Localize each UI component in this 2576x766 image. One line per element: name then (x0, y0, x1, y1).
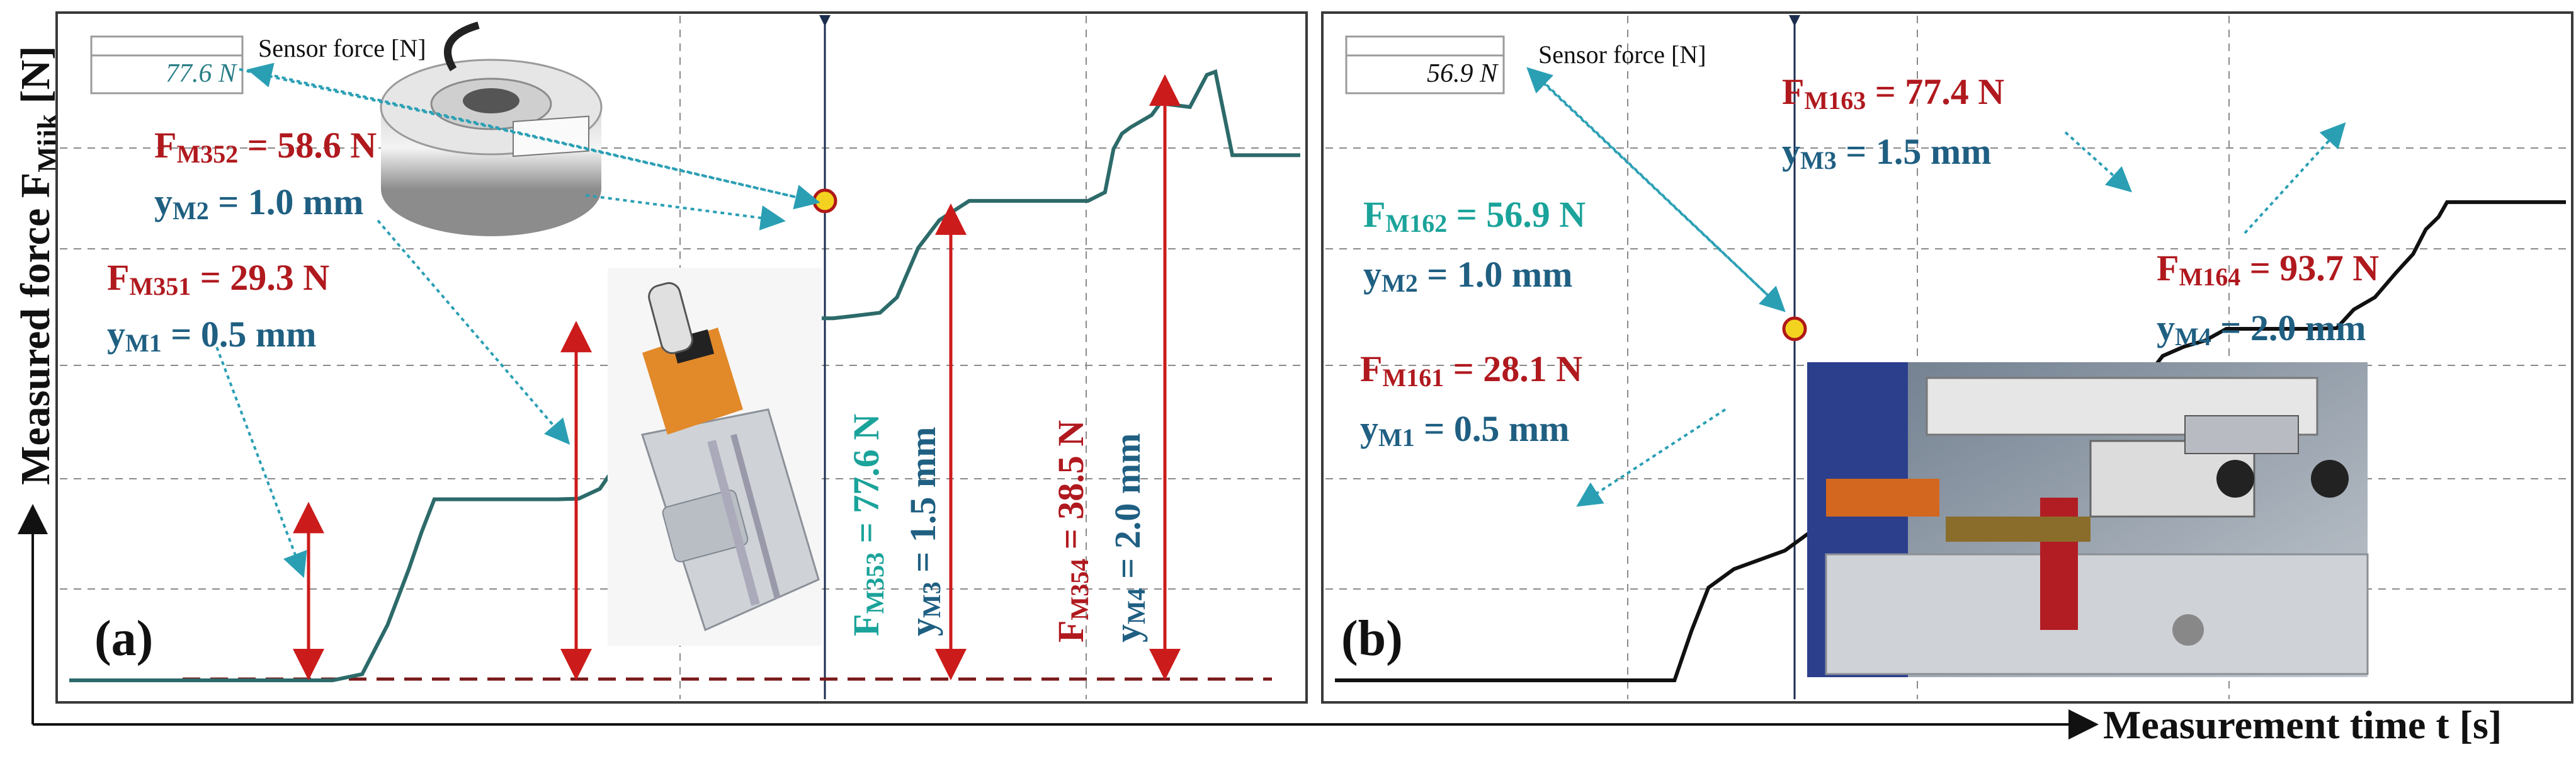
svg-text:yM1 = 0.5 mm: yM1 = 0.5 mm (107, 314, 316, 357)
svg-text:FM161 = 28.1 N: FM161 = 28.1 N (1360, 348, 1582, 392)
svg-text:FM164 = 93.7 N: FM164 = 93.7 N (2157, 248, 2379, 291)
readout-box-a: 77.6 N (90, 35, 244, 94)
pointer-arrow (213, 340, 307, 578)
svg-text:FM163 = 77.4 N: FM163 = 77.4 N (1782, 71, 2004, 115)
x-axis-label: Measurement time t [s] (2103, 702, 2502, 747)
annotation-FM164: FM164 = 93.7 N yM4 = 2.0 mm (2157, 248, 2379, 351)
readout-caption-a: Sensor force [N] (258, 34, 426, 62)
pointer-arrow (1526, 67, 1783, 310)
annotation-FM162: FM162 = 56.9 N yM2 = 1.0 mm (1363, 194, 1586, 297)
svg-text:FM351 = 29.3 N: FM351 = 29.3 N (107, 257, 329, 300)
svg-text:yM2 = 1.0 mm: yM2 = 1.0 mm (154, 181, 363, 225)
readout-value-b: 56.9 N (1427, 59, 1499, 88)
svg-text:FM162 = 56.9 N: FM162 = 56.9 N (1363, 194, 1586, 237)
pointer-arrow (1576, 408, 1727, 507)
y-axis-label: Measured force FMijk [N] (13, 46, 63, 485)
svg-text:FM354 = 38.5 N: FM354 = 38.5 N (1050, 420, 1094, 643)
pointer-arrow (585, 194, 786, 231)
annotation-FM163: FM163 = 77.4 N yM3 = 1.5 mm (1782, 71, 2004, 174)
svg-text:FM353 = 77.6 N: FM353 = 77.6 N (846, 414, 889, 636)
panel-label-b: (b) (1341, 611, 1403, 666)
annotation-FM354: FM354 = 38.5 N yM4 = 2.0 mm (1050, 420, 1150, 643)
annotation-FM351: FM351 = 29.3 N yM1 = 0.5 mm (107, 257, 329, 357)
load-cell-photo (380, 21, 603, 236)
svg-text:yM1 = 0.5 mm: yM1 = 0.5 mm (1360, 408, 1569, 452)
svg-text:yM3 = 1.5 mm: yM3 = 1.5 mm (1782, 131, 1991, 174)
test-rig-photo (1807, 362, 2369, 677)
svg-text:yM3 = 1.5 mm: yM3 = 1.5 mm (902, 427, 946, 636)
pointer-arrow (377, 219, 570, 445)
cursor-marker (1782, 316, 1807, 341)
svg-text:yM4 = 2.0 mm: yM4 = 2.0 mm (1107, 433, 1150, 643)
pointer-arrow (247, 62, 816, 203)
pointer-arrow (1529, 68, 1786, 312)
annotation-FM353: FM353 = 77.6 N yM3 = 1.5 mm (846, 414, 946, 636)
annotation-FM161: FM161 = 28.1 N yM1 = 0.5 mm (1360, 348, 1582, 452)
cursor-marker (812, 188, 837, 214)
pointer-arrow (2244, 122, 2346, 234)
readout-value-a: 77.6 N (166, 59, 237, 88)
svg-text:FM352 = 58.6 N: FM352 = 58.6 N (154, 125, 377, 168)
svg-text:yM4 = 2.0 mm: yM4 = 2.0 mm (2157, 307, 2366, 351)
micrometer-photo (608, 268, 822, 646)
panel-label-a: (a) (94, 611, 153, 666)
svg-text:yM2 = 1.0 mm: yM2 = 1.0 mm (1363, 254, 1572, 297)
readout-box-b: 56.9 N (1345, 35, 1505, 94)
annotation-FM352: FM352 = 58.6 N yM2 = 1.0 mm (154, 125, 377, 225)
pointer-arrow (2064, 131, 2132, 193)
readout-caption-b: Sensor force [N] (1538, 40, 1706, 69)
